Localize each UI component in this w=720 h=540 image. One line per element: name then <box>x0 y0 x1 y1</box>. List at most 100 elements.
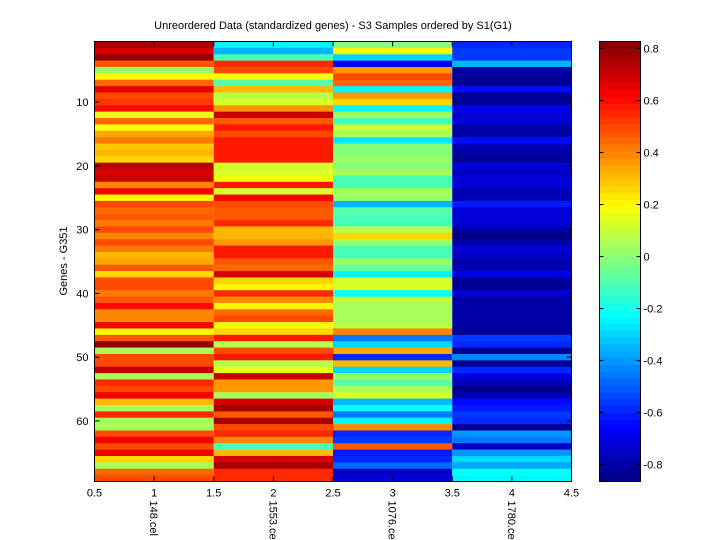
heatmap-cell <box>94 366 214 374</box>
heatmap-cell <box>333 251 453 259</box>
colorbar-band <box>599 234 641 242</box>
heatmap-cell <box>94 347 214 355</box>
heatmap-cell <box>94 232 214 240</box>
colorbar-band <box>599 275 641 283</box>
heatmap-cell <box>333 220 453 227</box>
heatmap-cell <box>213 443 333 450</box>
heatmap-cell <box>213 417 333 425</box>
colorbar-band <box>599 454 641 462</box>
heatmap-cell <box>452 54 572 61</box>
heatmap-cell <box>333 417 453 425</box>
heatmap-cell <box>94 455 214 463</box>
heatmap-cell <box>213 436 333 444</box>
colorbar-band <box>599 426 641 434</box>
colorbar-band <box>599 185 641 194</box>
heatmap-cell <box>213 232 333 240</box>
heatmap-cell <box>213 239 333 246</box>
heatmap-cell <box>452 220 572 227</box>
heatmap-cell <box>452 67 572 74</box>
x-tick-label: 3.5 <box>445 488 460 500</box>
heatmap-cell <box>452 315 572 323</box>
sample-label: 1553.cel <box>266 501 278 540</box>
heatmap-cell <box>213 105 333 112</box>
heatmap-cell <box>452 424 572 431</box>
heatmap-cell <box>94 373 214 380</box>
colorbar-band <box>599 247 641 255</box>
heatmap-cell <box>94 67 214 74</box>
heatmap-cell <box>213 290 333 297</box>
heatmap-cell <box>213 366 333 374</box>
heatmap-cell <box>213 181 333 189</box>
heatmap-cell <box>452 296 572 304</box>
heatmap-cell <box>452 188 572 195</box>
heatmap-cell <box>333 169 453 176</box>
colorbar-band <box>599 254 641 262</box>
heatmap-cell <box>213 92 333 100</box>
heatmap-cell <box>213 334 333 342</box>
colorbar-band <box>599 144 641 152</box>
heatmap-cell <box>452 226 572 234</box>
heatmap-cell <box>452 373 572 380</box>
heatmap-cell <box>333 137 453 144</box>
heatmap-cell <box>213 86 333 93</box>
heatmap-cell <box>452 411 572 419</box>
colorbar-tick-label: 0 <box>644 252 650 264</box>
colorbar-band <box>599 89 641 97</box>
heatmap-cell <box>333 92 453 100</box>
heatmap-cell <box>333 105 453 112</box>
heatmap-cell <box>452 251 572 259</box>
heatmap-cell <box>333 54 453 61</box>
heatmap-cell <box>94 130 214 138</box>
colorbar-tick-label: -0.6 <box>644 408 663 420</box>
heatmap-cell <box>94 468 214 476</box>
y-tick-label: 10 <box>76 97 88 109</box>
heatmap-cell <box>452 385 572 393</box>
colorbar-band <box>599 179 641 187</box>
heatmap-cell <box>94 220 214 227</box>
heatmap-cell <box>213 296 333 304</box>
colorbar-band <box>599 268 641 276</box>
heatmap-cell <box>333 309 453 317</box>
heatmap-cell <box>452 379 572 387</box>
heatmap-cell <box>333 181 453 189</box>
heatmap-cell <box>94 175 214 183</box>
colorbar-band <box>599 103 641 111</box>
colorbar-band <box>599 460 641 469</box>
heatmap-cell <box>452 111 572 119</box>
colorbar-tick-label: 0.8 <box>644 44 659 56</box>
heatmap-cell <box>213 347 333 355</box>
heatmap-cell <box>213 54 333 61</box>
heatmap-cell <box>213 468 333 476</box>
heatmap-cell <box>213 245 333 253</box>
heatmap-cell <box>452 347 572 355</box>
colorbar-ticks: 0.8 0.6 0.4 0.2 0 -0.2 -0.4 -0.6 -0.8 <box>599 44 663 472</box>
heatmap-cell <box>213 258 333 265</box>
colorbar-band <box>599 41 641 49</box>
heatmap-cell <box>452 366 572 374</box>
heatmap-cell <box>333 143 453 151</box>
heatmap-cell <box>213 322 333 329</box>
colorbar-band <box>599 48 641 56</box>
heatmap-cell <box>452 436 572 444</box>
heatmap-cell <box>94 315 214 323</box>
colorbar-band <box>599 158 641 166</box>
x-tick-label: 4.5 <box>564 488 579 500</box>
heatmap-cell <box>452 79 572 87</box>
heatmap-cells <box>94 41 572 482</box>
colorbar-tick-label: -0.4 <box>644 356 663 368</box>
heatmap-cell <box>452 302 572 310</box>
heatmap-cell <box>452 283 572 291</box>
heatmap-cell <box>333 194 453 202</box>
heatmap-cell <box>94 149 214 157</box>
heatmap-cell <box>94 60 214 68</box>
heatmap-cell <box>94 296 214 304</box>
heatmap-cell <box>452 200 572 208</box>
colorbar-tick-label: -0.2 <box>644 304 663 316</box>
heatmap-cell <box>213 430 333 438</box>
heatmap-cell <box>333 468 453 476</box>
colorbar-band <box>599 220 641 228</box>
colorbar-band <box>599 282 641 290</box>
heatmap-cell <box>213 264 333 272</box>
heatmap-cell <box>452 137 572 144</box>
colorbar-band <box>599 337 641 345</box>
